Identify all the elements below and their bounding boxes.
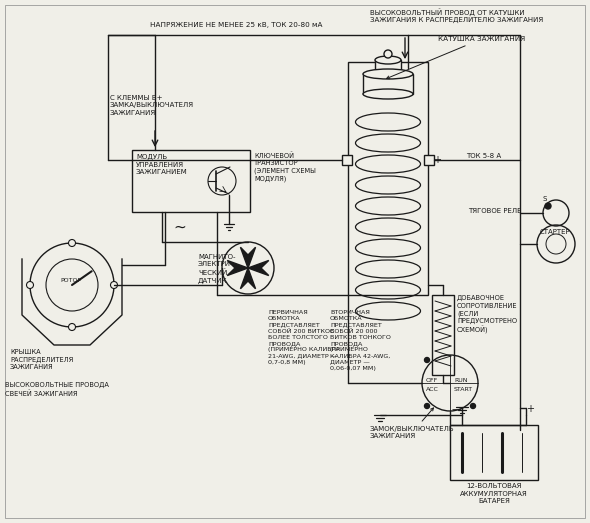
Circle shape [424,404,430,408]
Text: КРЫШКА
РАСПРЕДЕЛИТЕЛЯ
ЗАЖИГАНИЯ: КРЫШКА РАСПРЕДЕЛИТЕЛЯ ЗАЖИГАНИЯ [10,349,73,370]
Text: OFF: OFF [426,378,438,382]
Text: КЛЮЧЕВОЙ
ТРАНЗИСТОР
(ЭЛЕМЕНТ СХЕМЫ
МОДУЛЯ): КЛЮЧЕВОЙ ТРАНЗИСТОР (ЭЛЕМЕНТ СХЕМЫ МОДУЛ… [254,152,316,182]
Text: S: S [543,196,547,202]
Circle shape [470,404,476,408]
Text: ПЕРВИЧНАЯ
ОБМОТКА
ПРЕДСТАВЛЯЕТ
СОБОЙ 200 ВИТКОВ
БОЛЕЕ ТОЛСТОГО
ПРОВОДА
(ПРИМЕРНО: ПЕРВИЧНАЯ ОБМОТКА ПРЕДСТАВЛЯЕТ СОБОЙ 200… [268,310,340,365]
Ellipse shape [375,70,401,78]
Text: НАПРЯЖЕНИЕ НЕ МЕНЕЕ 25 кВ, ТОК 20-80 мА: НАПРЯЖЕНИЕ НЕ МЕНЕЕ 25 кВ, ТОК 20-80 мА [150,22,323,28]
Text: 12-ВОЛЬТОВАЯ
АККУМУЛЯТОРНАЯ
БАТАРЕЯ: 12-ВОЛЬТОВАЯ АККУМУЛЯТОРНАЯ БАТАРЕЯ [460,483,528,504]
Bar [375,60,401,74]
Text: ЗАМОК/ВЫКЛЮЧАТЕЛЬ
ЗАЖИГАНИЯ: ЗАМОК/ВЫКЛЮЧАТЕЛЬ ЗАЖИГАНИЯ [370,408,455,439]
Text: START: START [454,387,473,392]
Polygon shape [241,247,255,268]
Bar [342,155,352,165]
Text: ВТОРИЧНАЯ
ОБМОТКА
ПРЕДСТАВЛЯЕТ
СОБОЙ 20 000
ВИТКОВ ТОНКОГО
ПРОВОДА
(ПРИМЕРНО
КАЛ: ВТОРИЧНАЯ ОБМОТКА ПРЕДСТАВЛЯЕТ СОБОЙ 20 … [330,310,391,371]
Circle shape [68,324,76,331]
Circle shape [27,281,34,289]
Ellipse shape [363,69,413,79]
Text: МОДУЛЬ
УПРАВЛЕНИЯ
ЗАЖИГАНИЕМ: МОДУЛЬ УПРАВЛЕНИЯ ЗАЖИГАНИЕМ [136,154,188,175]
Text: ~: ~ [173,220,186,235]
Text: -: - [332,155,336,165]
Text: ТЯГОВОЕ РЕЛЕ: ТЯГОВОЕ РЕЛЕ [468,208,522,214]
Circle shape [68,240,76,246]
Text: ДОБАВОЧНОЕ
СОПРОТИВЛЕНИЕ
(ЕСЛИ
ПРЕДУСМОТРЕНО
СХЕМОЙ): ДОБАВОЧНОЕ СОПРОТИВЛЕНИЕ (ЕСЛИ ПРЕДУСМОТ… [457,295,517,335]
Ellipse shape [375,56,401,64]
Circle shape [384,50,392,58]
Text: RUN: RUN [454,378,467,382]
Text: ACC: ACC [426,387,439,392]
Circle shape [424,358,430,362]
Bar [450,425,538,480]
Text: +: + [526,404,534,414]
Text: ТОК 5-8 А: ТОК 5-8 А [466,153,501,159]
Ellipse shape [363,89,413,99]
Text: КАТУШКА ЗАЖИГАНИЯ: КАТУШКА ЗАЖИГАНИЯ [386,36,525,79]
Text: СТАРТЕР: СТАРТЕР [540,229,571,235]
Bar [348,62,428,295]
Text: ВЫСОКОВОЛЬТНЫЙ ПРОВОД ОТ КАТУШКИ
ЗАЖИГАНИЯ К РАСПРЕДЕЛИТЕЛЮ ЗАЖИГАНИЯ: ВЫСОКОВОЛЬТНЫЙ ПРОВОД ОТ КАТУШКИ ЗАЖИГАН… [370,8,543,24]
Bar [432,295,454,375]
Polygon shape [241,268,255,289]
Polygon shape [248,260,269,276]
Text: МАГНИТО-
ЭЛЕКТРИ-
ЧЕСКИЙ
ДАТЧИК: МАГНИТО- ЭЛЕКТРИ- ЧЕСКИЙ ДАТЧИК [198,254,235,283]
Polygon shape [227,260,248,276]
Text: +: + [433,155,441,165]
Text: —: — [451,404,461,414]
Bar [424,155,434,165]
Text: С КЛЕММЫ В+
ЗАМКА/ВЫКЛЮЧАТЕЛЯ
ЗАЖИГАНИЯ: С КЛЕММЫ В+ ЗАМКА/ВЫКЛЮЧАТЕЛЯ ЗАЖИГАНИЯ [110,95,194,116]
Bar [363,74,413,94]
Circle shape [545,203,551,209]
Bar [132,150,250,212]
Circle shape [110,281,117,289]
Text: РОТОР: РОТОР [60,279,81,283]
Text: ВЫСОКОВОЛЬТНЫЕ ПРОВОДА
СВЕЧЕЙ ЗАЖИГАНИЯ: ВЫСОКОВОЛЬТНЫЕ ПРОВОДА СВЕЧЕЙ ЗАЖИГАНИЯ [5,382,109,396]
